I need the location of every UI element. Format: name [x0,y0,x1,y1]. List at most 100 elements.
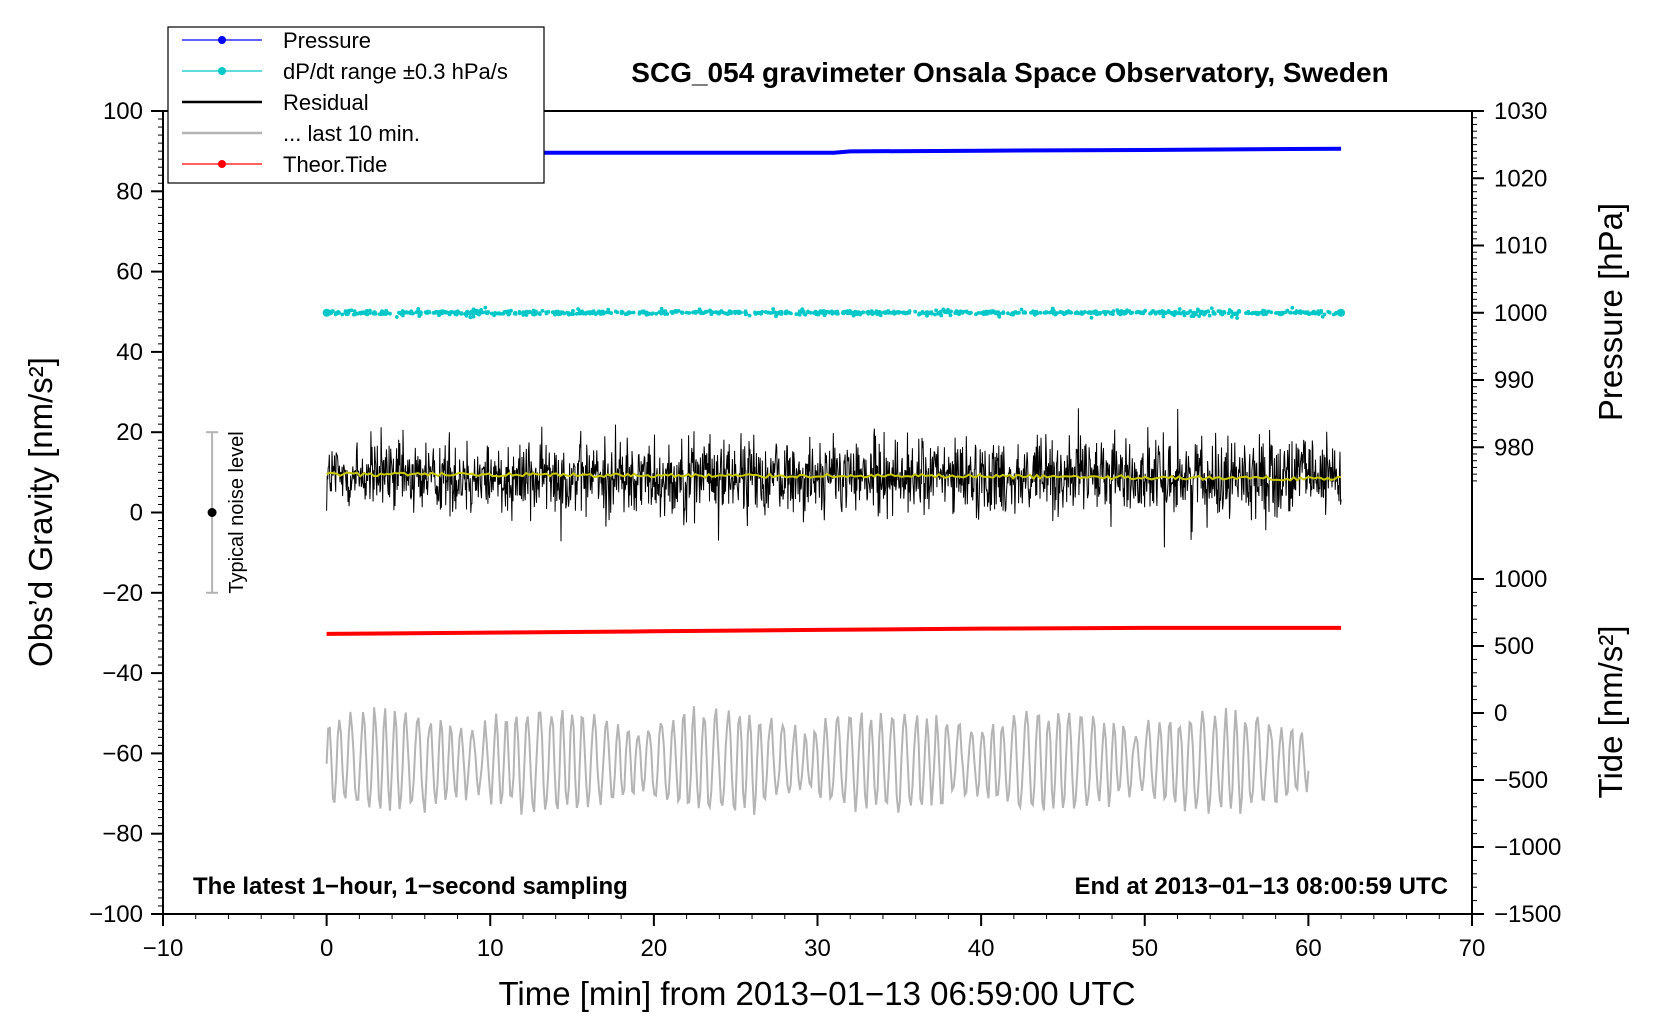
dpdt-point [850,310,855,315]
dpdt-point [588,310,593,314]
dpdt-point [733,311,737,315]
dpdt-point [937,310,941,315]
dpdt-point [347,308,351,313]
dpdt-point [1118,309,1123,314]
dpdt-point [727,309,732,314]
dpdt-point [1235,316,1239,320]
dpdt-point [709,309,713,314]
tide-tick-label: −1500 [1494,901,1561,928]
legend-marker [218,67,226,75]
dpdt-point [1266,309,1271,314]
dpdt-point [550,310,555,315]
dpdt-point [365,312,370,317]
dpdt-point [1006,311,1010,316]
dpdt-point [1293,311,1298,316]
dpdt-point [1049,309,1054,314]
dpdt-point [1327,310,1332,315]
dpdt-point [654,311,659,316]
dpdt-point [806,310,810,315]
dpdt-point [1182,313,1187,318]
dpdt-point [503,309,508,314]
legend-label: Pressure [283,28,371,53]
pressure-tick-label: 1020 [1494,165,1547,192]
dpdt-point [841,311,846,316]
dpdt-point [1055,311,1059,315]
dpdt-point [925,311,930,315]
dpdt-point [846,311,850,316]
dpdt-point [907,311,912,315]
x-tick-label: 40 [968,935,995,962]
dpdt-point [878,313,883,318]
dpdt-point [679,310,684,315]
dpdt-point [703,309,708,314]
residual-mean-line [326,471,1342,482]
dpdt-point [1074,311,1079,315]
dpdt-point [486,310,491,314]
dpdt-point [606,307,611,312]
legend-label: dP/dt range ±0.3 hPa/s [283,59,508,84]
dpdt-point [335,310,340,314]
dpdt-point [898,310,902,314]
dpdt-point [641,310,646,314]
dpdt-point [1011,312,1015,317]
dpdt-point [1301,310,1305,314]
dpdt-point [1237,309,1241,313]
dpdt-point [1234,312,1238,317]
tide-axis-label: Tide [nm/s²] [1592,626,1629,799]
dpdt-point [538,312,542,317]
dpdt-point [440,309,445,313]
dpdt-point [983,310,987,315]
x-tick-label: 30 [804,935,831,962]
dpdt-point [436,310,441,314]
dpdt-point [560,310,565,315]
dpdt-point [763,310,768,314]
dpdt-point [1153,310,1157,315]
dpdt-point [368,308,372,313]
x-tick-label: 70 [1459,935,1486,962]
dpdt-point [948,313,953,318]
dpdt-point [1337,308,1346,317]
dpdt-point [381,310,385,315]
dpdt-point [1229,314,1234,319]
dpdt-point [716,310,721,315]
dpdt-point [743,309,748,314]
dpdt-point [1188,309,1193,313]
y-axis-label: Obs’d Gravity [nm/s²] [22,357,59,667]
x-tick-label: 50 [1131,935,1158,962]
tide-tick-label: 1000 [1494,566,1547,593]
dpdt-point [1068,310,1073,315]
x-tick-label: 10 [477,935,504,962]
dpdt-point [996,311,1000,316]
dpdt-point [1098,311,1103,315]
dpdt-point [454,310,459,315]
dpdt-points [322,305,1346,320]
dpdt-point [827,310,832,315]
dpdt-point [789,311,793,316]
y-tick-label: 80 [116,178,143,205]
y-tick-label: −80 [102,821,143,848]
dpdt-point [637,310,642,315]
dpdt-point [1149,311,1153,316]
dpdt-point [1177,307,1182,311]
dpdt-point [544,310,549,315]
dpdt-point [794,312,799,317]
dpdt-point [356,311,361,316]
dpdt-point [933,312,937,317]
dpdt-point [723,311,727,316]
dpdt-point [1206,309,1210,314]
dpdt-point [663,312,667,316]
dpdt-point [1246,309,1251,314]
dpdt-point [615,310,620,315]
residual-line [326,408,1342,548]
dpdt-point [1044,310,1048,315]
dpdt-point [408,311,413,316]
dpdt-point [1106,309,1111,314]
dpdt-point [759,311,763,316]
dpdt-point [402,310,407,315]
dpdt-point [437,313,441,318]
dpdt-point [1290,305,1295,310]
legend-label: ... last 10 min. [283,121,420,146]
x-tick-label: 20 [641,935,668,962]
dpdt-point [425,309,430,314]
dpdt-point [1143,308,1148,313]
